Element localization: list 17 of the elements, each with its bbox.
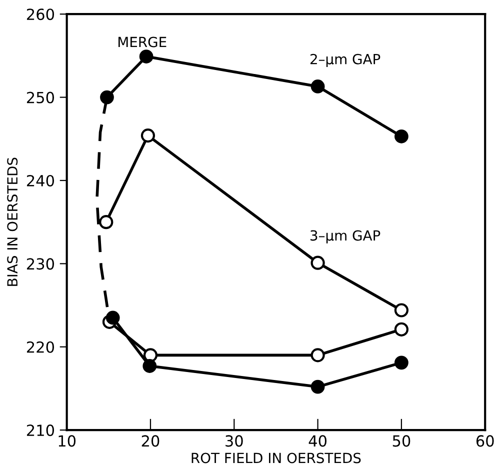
x-tick-label: 60: [476, 435, 494, 447]
x-tick-label: 30: [226, 435, 243, 447]
annotation: MERGE: [118, 36, 166, 48]
y-tick-label: 240: [26, 174, 54, 186]
y-tick-label: 260: [26, 8, 54, 20]
series-label: 3–μm GAP: [310, 230, 380, 244]
y-tick-label: 250: [26, 92, 54, 104]
y-tick-label: 220: [26, 341, 54, 353]
y-axis-title: BIAS IN OERSTEDS: [7, 158, 18, 286]
x-tick-label: 50: [392, 435, 410, 447]
x-axis-title: ROT FIELD IN OERSTEDS: [192, 452, 361, 464]
x-tick-label: 10: [58, 435, 76, 447]
x-tick-label: 40: [308, 435, 326, 447]
y-tick-label: 230: [26, 258, 54, 270]
series-label: 2–μm GAP: [310, 54, 380, 68]
x-tick-label: 20: [142, 435, 160, 447]
y-tick-label: 210: [26, 424, 54, 436]
